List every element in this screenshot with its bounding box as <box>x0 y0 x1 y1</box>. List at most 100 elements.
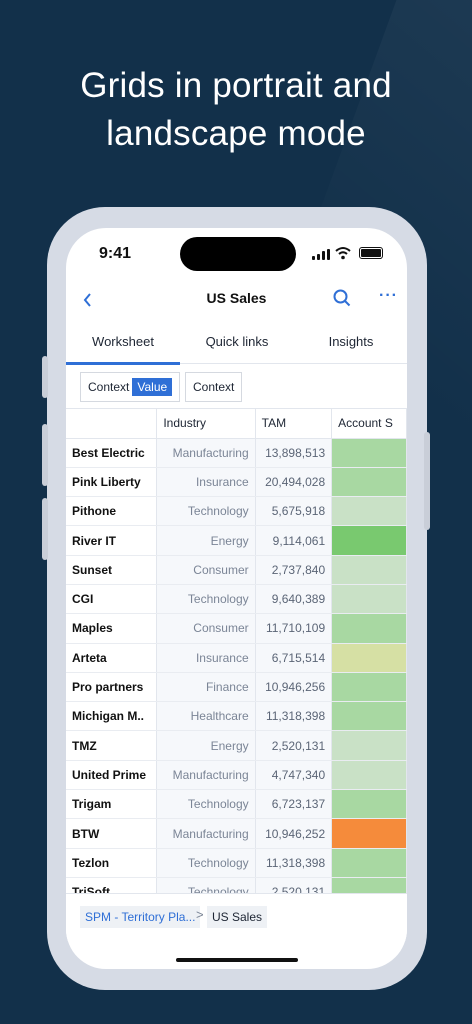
row-tam-cell[interactable]: 4,747,340 <box>255 760 333 791</box>
table-row[interactable]: Arteta Insurance 6,715,514 <box>66 643 407 673</box>
tab-worksheet[interactable]: Worksheet <box>66 320 180 365</box>
row-name-cell[interactable]: Tezlon <box>66 848 158 878</box>
tab-quick-links[interactable]: Quick links <box>205 334 269 349</box>
table-row[interactable]: CGI Technology 9,640,389 <box>66 584 407 615</box>
row-name-cell[interactable]: TMZ <box>66 730 158 761</box>
column-header-industry[interactable]: Industry <box>156 409 256 439</box>
row-account-score-cell[interactable] <box>331 467 407 498</box>
table-row[interactable]: River IT Energy 9,114,061 <box>66 525 407 556</box>
row-name-cell[interactable]: Pink Liberty <box>66 467 158 498</box>
row-industry-cell[interactable]: Technology <box>156 496 256 527</box>
row-tam-cell[interactable]: 2,520,131 <box>255 730 333 761</box>
table-row[interactable]: Pro partners Finance 10,946,256 <box>66 672 407 703</box>
row-tam-cell[interactable]: 10,946,252 <box>255 818 333 849</box>
tab-insights[interactable]: Insights <box>328 334 374 349</box>
row-account-score-cell[interactable] <box>331 760 407 791</box>
action-button <box>42 356 48 398</box>
row-name-cell[interactable]: Arteta <box>66 643 158 673</box>
row-name-cell[interactable]: Pithone <box>66 496 158 527</box>
grid-header-row: Industry TAM Account S <box>66 409 407 439</box>
row-tam-cell[interactable]: 6,723,137 <box>255 789 333 820</box>
row-name-cell[interactable]: Pro partners <box>66 672 158 703</box>
row-name-cell[interactable]: BTW <box>66 818 158 849</box>
search-icon[interactable] <box>333 289 351 307</box>
table-row[interactable]: BTW Manufacturing 10,946,252 <box>66 818 407 849</box>
row-name-cell[interactable]: Michigan M.. <box>66 701 158 732</box>
table-row[interactable]: TMZ Energy 2,520,131 <box>66 730 407 761</box>
row-tam-cell[interactable]: 13,898,513 <box>255 438 333 468</box>
row-tam-cell[interactable]: 6,715,514 <box>255 643 333 673</box>
row-account-score-cell[interactable] <box>331 730 407 761</box>
row-account-score-cell[interactable] <box>331 525 407 556</box>
row-name-cell[interactable]: Maples <box>66 613 158 644</box>
row-industry-cell[interactable]: Manufacturing <box>156 760 256 791</box>
row-industry-cell[interactable]: Technology <box>156 789 256 820</box>
row-industry-cell[interactable]: Technology <box>156 584 256 615</box>
row-account-score-cell[interactable] <box>331 496 407 527</box>
chip-label: Context <box>193 380 235 394</box>
table-row[interactable]: TriSoft Technology 2,520,131 <box>66 877 407 893</box>
row-account-score-cell[interactable] <box>331 877 407 893</box>
data-grid[interactable]: Industry TAM Account S Best Electric Manu… <box>66 409 407 893</box>
row-industry-cell[interactable]: Technology <box>156 848 256 878</box>
row-tam-cell[interactable]: 20,494,028 <box>255 467 333 498</box>
table-row[interactable]: Trigam Technology 6,723,137 <box>66 789 407 820</box>
table-row[interactable]: Pink Liberty Insurance 20,494,028 <box>66 467 407 498</box>
row-tam-cell[interactable]: 10,946,256 <box>255 672 333 703</box>
row-industry-cell[interactable]: Technology <box>156 877 256 893</box>
table-row[interactable]: Pithone Technology 5,675,918 <box>66 496 407 527</box>
row-account-score-cell[interactable] <box>331 555 407 585</box>
more-options-button[interactable]: ··· <box>379 287 398 304</box>
row-industry-cell[interactable]: Consumer <box>156 555 256 585</box>
context-chip[interactable]: Context <box>185 372 243 402</box>
breadcrumb-parent-link[interactable]: SPM - Territory Pla... <box>80 906 201 928</box>
row-industry-cell[interactable]: Insurance <box>156 643 256 673</box>
row-name-cell[interactable]: Best Electric <box>66 438 158 468</box>
table-row[interactable]: Maples Consumer 11,710,109 <box>66 613 407 644</box>
row-tam-cell[interactable]: 2,737,840 <box>255 555 333 585</box>
table-row[interactable]: Tezlon Technology 11,318,398 <box>66 848 407 878</box>
row-name-cell[interactable]: United Prime <box>66 760 158 791</box>
row-industry-cell[interactable]: Manufacturing <box>156 818 256 849</box>
chevron-left-icon[interactable] <box>82 290 94 310</box>
row-account-score-cell[interactable] <box>331 613 407 644</box>
row-industry-cell[interactable]: Energy <box>156 730 256 761</box>
row-tam-cell[interactable]: 2,520,131 <box>255 877 333 893</box>
row-name-cell[interactable]: River IT <box>66 525 158 556</box>
breadcrumb: SPM - Territory Pla... > US Sales <box>66 893 407 941</box>
row-tam-cell[interactable]: 11,318,398 <box>255 848 333 878</box>
row-industry-cell[interactable]: Finance <box>156 672 256 703</box>
row-account-score-cell[interactable] <box>331 818 407 849</box>
row-tam-cell[interactable]: 11,318,398 <box>255 701 333 732</box>
row-account-score-cell[interactable] <box>331 584 407 615</box>
row-tam-cell[interactable]: 5,675,918 <box>255 496 333 527</box>
row-name-cell[interactable]: Sunset <box>66 555 158 585</box>
volume-up-button <box>42 424 48 486</box>
row-account-score-cell[interactable] <box>331 643 407 673</box>
row-name-cell[interactable]: TriSoft <box>66 877 158 893</box>
row-account-score-cell[interactable] <box>331 701 407 732</box>
row-industry-cell[interactable]: Healthcare <box>156 701 256 732</box>
row-account-score-cell[interactable] <box>331 848 407 878</box>
context-value-chip[interactable]: Context Value <box>80 372 181 402</box>
table-row[interactable]: Sunset Consumer 2,737,840 <box>66 555 407 585</box>
table-row[interactable]: United Prime Manufacturing 4,747,340 <box>66 760 407 791</box>
row-account-score-cell[interactable] <box>331 672 407 703</box>
row-name-cell[interactable]: Trigam <box>66 789 158 820</box>
row-account-score-cell[interactable] <box>331 789 407 820</box>
signal-icon <box>312 249 330 260</box>
column-header-name[interactable] <box>66 409 158 439</box>
column-header-account-score[interactable]: Account S <box>331 409 407 439</box>
table-row[interactable]: Michigan M.. Healthcare 11,318,398 <box>66 701 407 732</box>
row-industry-cell[interactable]: Energy <box>156 525 256 556</box>
row-industry-cell[interactable]: Manufacturing <box>156 438 256 468</box>
row-tam-cell[interactable]: 9,114,061 <box>255 525 333 556</box>
row-industry-cell[interactable]: Consumer <box>156 613 256 644</box>
row-tam-cell[interactable]: 11,710,109 <box>255 613 333 644</box>
row-account-score-cell[interactable] <box>331 438 407 468</box>
row-name-cell[interactable]: CGI <box>66 584 158 615</box>
column-header-tam[interactable]: TAM <box>255 409 333 439</box>
row-industry-cell[interactable]: Insurance <box>156 467 256 498</box>
row-tam-cell[interactable]: 9,640,389 <box>255 584 333 615</box>
table-row[interactable]: Best Electric Manufacturing 13,898,513 <box>66 438 407 468</box>
